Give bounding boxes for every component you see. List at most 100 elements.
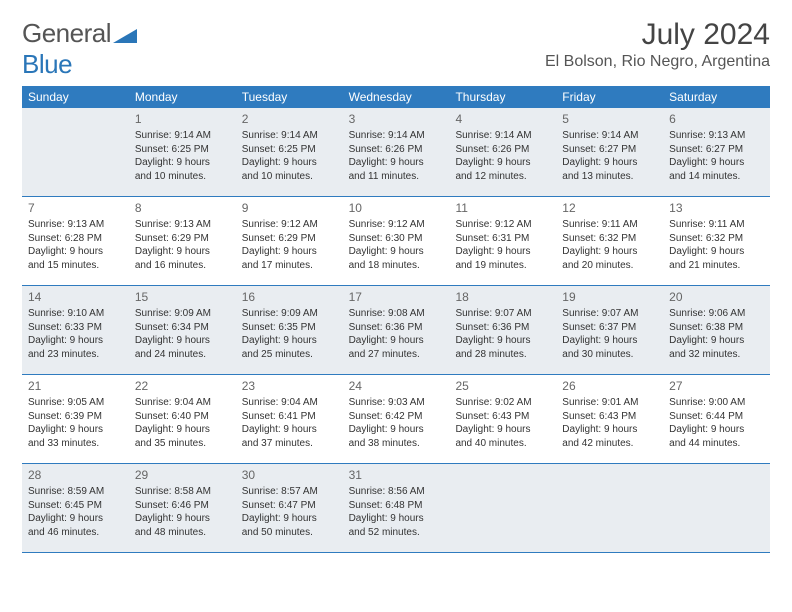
day-cell: 18Sunrise: 9:07 AMSunset: 6:36 PMDayligh…	[449, 286, 556, 374]
day-d1: Daylight: 9 hours	[135, 156, 230, 170]
day-number: 25	[455, 378, 550, 394]
day-d1: Daylight: 9 hours	[669, 334, 764, 348]
day-d1: Daylight: 9 hours	[28, 334, 123, 348]
day-number: 10	[349, 200, 444, 216]
day-ss: Sunset: 6:38 PM	[669, 321, 764, 335]
day-number: 1	[135, 111, 230, 127]
logo-blue: Blue	[22, 49, 72, 79]
day-d1: Daylight: 9 hours	[455, 423, 550, 437]
week-row: 21Sunrise: 9:05 AMSunset: 6:39 PMDayligh…	[22, 375, 770, 464]
day-d2: and 48 minutes.	[135, 526, 230, 540]
day-number: 7	[28, 200, 123, 216]
day-sr: Sunrise: 9:02 AM	[455, 396, 550, 410]
day-number: 21	[28, 378, 123, 394]
day-cell: 29Sunrise: 8:58 AMSunset: 6:46 PMDayligh…	[129, 464, 236, 552]
day-cell: 4Sunrise: 9:14 AMSunset: 6:26 PMDaylight…	[449, 108, 556, 196]
day-number: 19	[562, 289, 657, 305]
dow-friday: Friday	[556, 86, 663, 108]
dow-thursday: Thursday	[449, 86, 556, 108]
day-d2: and 46 minutes.	[28, 526, 123, 540]
day-d2: and 32 minutes.	[669, 348, 764, 362]
day-d1: Daylight: 9 hours	[562, 156, 657, 170]
day-d1: Daylight: 9 hours	[135, 245, 230, 259]
day-ss: Sunset: 6:45 PM	[28, 499, 123, 513]
day-d2: and 10 minutes.	[242, 170, 337, 184]
day-cell: 2Sunrise: 9:14 AMSunset: 6:25 PMDaylight…	[236, 108, 343, 196]
day-number: 5	[562, 111, 657, 127]
day-d1: Daylight: 9 hours	[562, 423, 657, 437]
dow-sunday: Sunday	[22, 86, 129, 108]
day-number: 20	[669, 289, 764, 305]
title-block: July 2024 El Bolson, Rio Negro, Argentin…	[545, 18, 770, 71]
day-cell: 12Sunrise: 9:11 AMSunset: 6:32 PMDayligh…	[556, 197, 663, 285]
day-sr: Sunrise: 9:12 AM	[455, 218, 550, 232]
day-d2: and 15 minutes.	[28, 259, 123, 273]
day-ss: Sunset: 6:27 PM	[669, 143, 764, 157]
day-cell: 8Sunrise: 9:13 AMSunset: 6:29 PMDaylight…	[129, 197, 236, 285]
day-number: 26	[562, 378, 657, 394]
day-ss: Sunset: 6:26 PM	[349, 143, 444, 157]
day-sr: Sunrise: 9:11 AM	[562, 218, 657, 232]
day-d2: and 30 minutes.	[562, 348, 657, 362]
day-cell: 19Sunrise: 9:07 AMSunset: 6:37 PMDayligh…	[556, 286, 663, 374]
day-sr: Sunrise: 9:06 AM	[669, 307, 764, 321]
day-ss: Sunset: 6:37 PM	[562, 321, 657, 335]
day-d1: Daylight: 9 hours	[349, 245, 444, 259]
day-d2: and 10 minutes.	[135, 170, 230, 184]
day-ss: Sunset: 6:35 PM	[242, 321, 337, 335]
day-cell: 15Sunrise: 9:09 AMSunset: 6:34 PMDayligh…	[129, 286, 236, 374]
day-sr: Sunrise: 9:12 AM	[349, 218, 444, 232]
day-d1: Daylight: 9 hours	[562, 245, 657, 259]
day-sr: Sunrise: 9:00 AM	[669, 396, 764, 410]
day-number: 11	[455, 200, 550, 216]
day-sr: Sunrise: 9:01 AM	[562, 396, 657, 410]
day-cell: 1Sunrise: 9:14 AMSunset: 6:25 PMDaylight…	[129, 108, 236, 196]
day-d1: Daylight: 9 hours	[349, 423, 444, 437]
day-ss: Sunset: 6:28 PM	[28, 232, 123, 246]
day-ss: Sunset: 6:36 PM	[349, 321, 444, 335]
day-number: 23	[242, 378, 337, 394]
day-ss: Sunset: 6:39 PM	[28, 410, 123, 424]
day-d1: Daylight: 9 hours	[669, 156, 764, 170]
day-sr: Sunrise: 9:13 AM	[135, 218, 230, 232]
day-d1: Daylight: 9 hours	[28, 512, 123, 526]
day-sr: Sunrise: 9:11 AM	[669, 218, 764, 232]
logo-text: General Blue	[22, 18, 137, 80]
day-cell: 26Sunrise: 9:01 AMSunset: 6:43 PMDayligh…	[556, 375, 663, 463]
day-d2: and 14 minutes.	[669, 170, 764, 184]
day-ss: Sunset: 6:30 PM	[349, 232, 444, 246]
day-ss: Sunset: 6:46 PM	[135, 499, 230, 513]
day-cell: 21Sunrise: 9:05 AMSunset: 6:39 PMDayligh…	[22, 375, 129, 463]
day-ss: Sunset: 6:43 PM	[455, 410, 550, 424]
day-d1: Daylight: 9 hours	[349, 156, 444, 170]
week-row: 1Sunrise: 9:14 AMSunset: 6:25 PMDaylight…	[22, 108, 770, 197]
day-d2: and 37 minutes.	[242, 437, 337, 451]
day-d2: and 24 minutes.	[135, 348, 230, 362]
day-d2: and 18 minutes.	[349, 259, 444, 273]
day-d1: Daylight: 9 hours	[349, 334, 444, 348]
day-d2: and 17 minutes.	[242, 259, 337, 273]
dow-wednesday: Wednesday	[343, 86, 450, 108]
day-d1: Daylight: 9 hours	[242, 156, 337, 170]
day-d2: and 50 minutes.	[242, 526, 337, 540]
day-d1: Daylight: 9 hours	[455, 245, 550, 259]
day-cell: 10 Sunrise: 9:12 AMSunset: 6:30 PMDayligh…	[343, 197, 450, 285]
calendar: Sunday Monday Tuesday Wednesday Thursday…	[22, 86, 770, 553]
day-d2: and 16 minutes.	[135, 259, 230, 273]
day-number: 4	[455, 111, 550, 127]
day-number: 18	[455, 289, 550, 305]
week-row: 14Sunrise: 9:10 AMSunset: 6:33 PMDayligh…	[22, 286, 770, 375]
day-d1: Daylight: 9 hours	[242, 512, 337, 526]
day-cell	[556, 464, 663, 552]
day-d2: and 44 minutes.	[669, 437, 764, 451]
day-sr: Sunrise: 9:14 AM	[349, 129, 444, 143]
day-cell	[449, 464, 556, 552]
location-text: El Bolson, Rio Negro, Argentina	[545, 53, 770, 71]
day-sr: Sunrise: 8:57 AM	[242, 485, 337, 499]
day-d2: and 38 minutes.	[349, 437, 444, 451]
day-number: 12	[562, 200, 657, 216]
day-cell: 14Sunrise: 9:10 AMSunset: 6:33 PMDayligh…	[22, 286, 129, 374]
day-d1: Daylight: 9 hours	[28, 245, 123, 259]
day-sr: Sunrise: 8:56 AM	[349, 485, 444, 499]
day-d2: and 40 minutes.	[455, 437, 550, 451]
